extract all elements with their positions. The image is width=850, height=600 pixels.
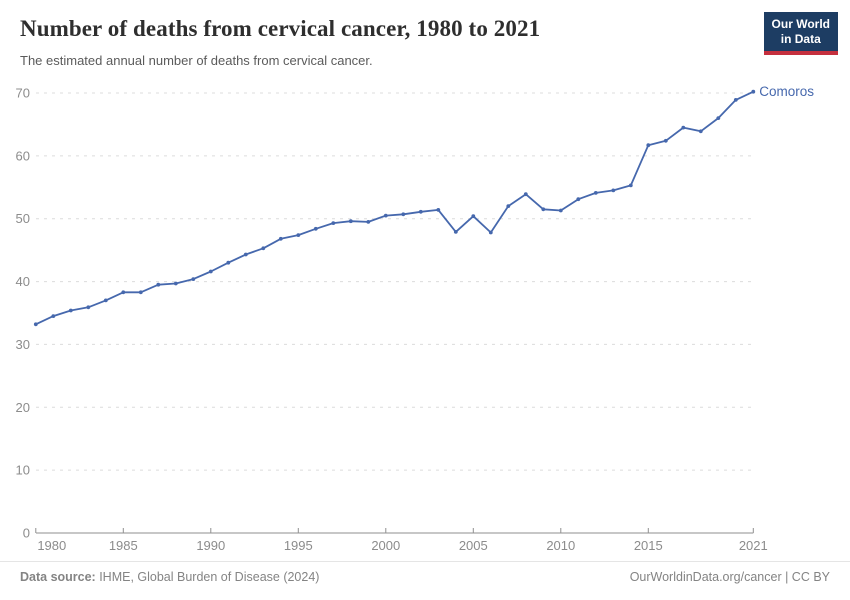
- data-point[interactable]: [453, 230, 458, 234]
- data-point[interactable]: [243, 252, 248, 257]
- data-point[interactable]: [138, 290, 143, 295]
- data-point[interactable]: [681, 125, 686, 130]
- data-point[interactable]: [296, 233, 301, 238]
- data-point[interactable]: [331, 221, 336, 226]
- data-point[interactable]: [51, 314, 56, 318]
- data-point[interactable]: [401, 212, 406, 217]
- data-point[interactable]: [593, 191, 598, 195]
- y-axis-tick-label: 0: [23, 526, 30, 541]
- owid-logo[interactable]: Our World in Data: [763, 12, 838, 55]
- data-point[interactable]: [698, 129, 703, 134]
- x-axis-tick-label: 2015: [634, 538, 663, 553]
- data-point[interactable]: [33, 322, 38, 327]
- data-source-line: Data source: IHME, Global Burden of Dise…: [20, 570, 319, 584]
- x-axis-tick-label: 2000: [371, 538, 400, 553]
- series-end-label[interactable]: Comoros: [759, 84, 814, 99]
- data-point[interactable]: [226, 260, 231, 265]
- data-point[interactable]: [716, 116, 721, 120]
- data-point[interactable]: [663, 138, 668, 143]
- data-point[interactable]: [121, 290, 126, 295]
- x-axis-tick-label: 1995: [284, 538, 313, 553]
- x-axis-tick-label: 1990: [196, 538, 225, 553]
- y-axis-tick-label: 50: [16, 211, 30, 226]
- data-point[interactable]: [471, 214, 476, 219]
- data-point[interactable]: [576, 197, 581, 202]
- owid-logo-line1: Our World: [771, 17, 830, 31]
- data-point[interactable]: [646, 143, 651, 148]
- data-point[interactable]: [506, 204, 511, 209]
- chart-footer: Data source: IHME, Global Burden of Dise…: [0, 561, 850, 600]
- data-point[interactable]: [436, 208, 441, 212]
- y-axis-tick-label: 20: [16, 400, 30, 415]
- y-axis-tick-label: 10: [16, 463, 30, 478]
- y-axis-tick-label: 30: [16, 337, 30, 352]
- data-point[interactable]: [628, 183, 633, 188]
- owid-logo-line2: in Data: [780, 32, 821, 46]
- chart-header: Number of deaths from cervical cancer, 1…: [20, 14, 750, 69]
- y-axis-tick-label: 40: [16, 274, 30, 289]
- x-axis-tick-label: 2021: [739, 538, 768, 553]
- data-point[interactable]: [261, 246, 266, 251]
- x-axis-tick-label: 2010: [546, 538, 575, 553]
- data-point[interactable]: [751, 89, 756, 94]
- data-point[interactable]: [488, 230, 493, 235]
- data-point[interactable]: [156, 282, 161, 287]
- footer-link[interactable]: OurWorldinData.org/cancer | CC BY: [629, 570, 830, 584]
- data-point[interactable]: [173, 281, 178, 286]
- data-point[interactable]: [68, 308, 73, 313]
- data-point[interactable]: [191, 277, 196, 281]
- comoros-line[interactable]: [34, 90, 755, 326]
- data-point[interactable]: [366, 220, 371, 224]
- data-point[interactable]: [313, 226, 318, 231]
- x-axis-tick-label: 2005: [459, 538, 488, 553]
- data-point[interactable]: [558, 208, 563, 213]
- data-point[interactable]: [523, 192, 528, 197]
- data-source-label: Data source:: [20, 570, 96, 584]
- y-axis-tick-label: 70: [16, 86, 30, 101]
- x-axis-tick-label: 1985: [109, 538, 138, 553]
- data-point[interactable]: [348, 219, 353, 224]
- data-point[interactable]: [208, 269, 213, 274]
- data-point[interactable]: [86, 305, 91, 310]
- data-point[interactable]: [418, 209, 423, 214]
- data-point[interactable]: [541, 207, 546, 212]
- data-point[interactable]: [611, 188, 616, 193]
- y-axis-tick-label: 60: [16, 148, 30, 163]
- x-axis-tick-label: 1980: [37, 538, 66, 553]
- data-point[interactable]: [103, 298, 108, 303]
- page-title: Number of deaths from cervical cancer, 1…: [20, 16, 541, 41]
- data-point[interactable]: [278, 236, 283, 241]
- data-point[interactable]: [733, 98, 738, 102]
- data-point[interactable]: [383, 213, 388, 218]
- page-subtitle: The estimated annual number of deaths fr…: [20, 53, 373, 68]
- data-source-text: IHME, Global Burden of Disease (2024): [95, 570, 320, 584]
